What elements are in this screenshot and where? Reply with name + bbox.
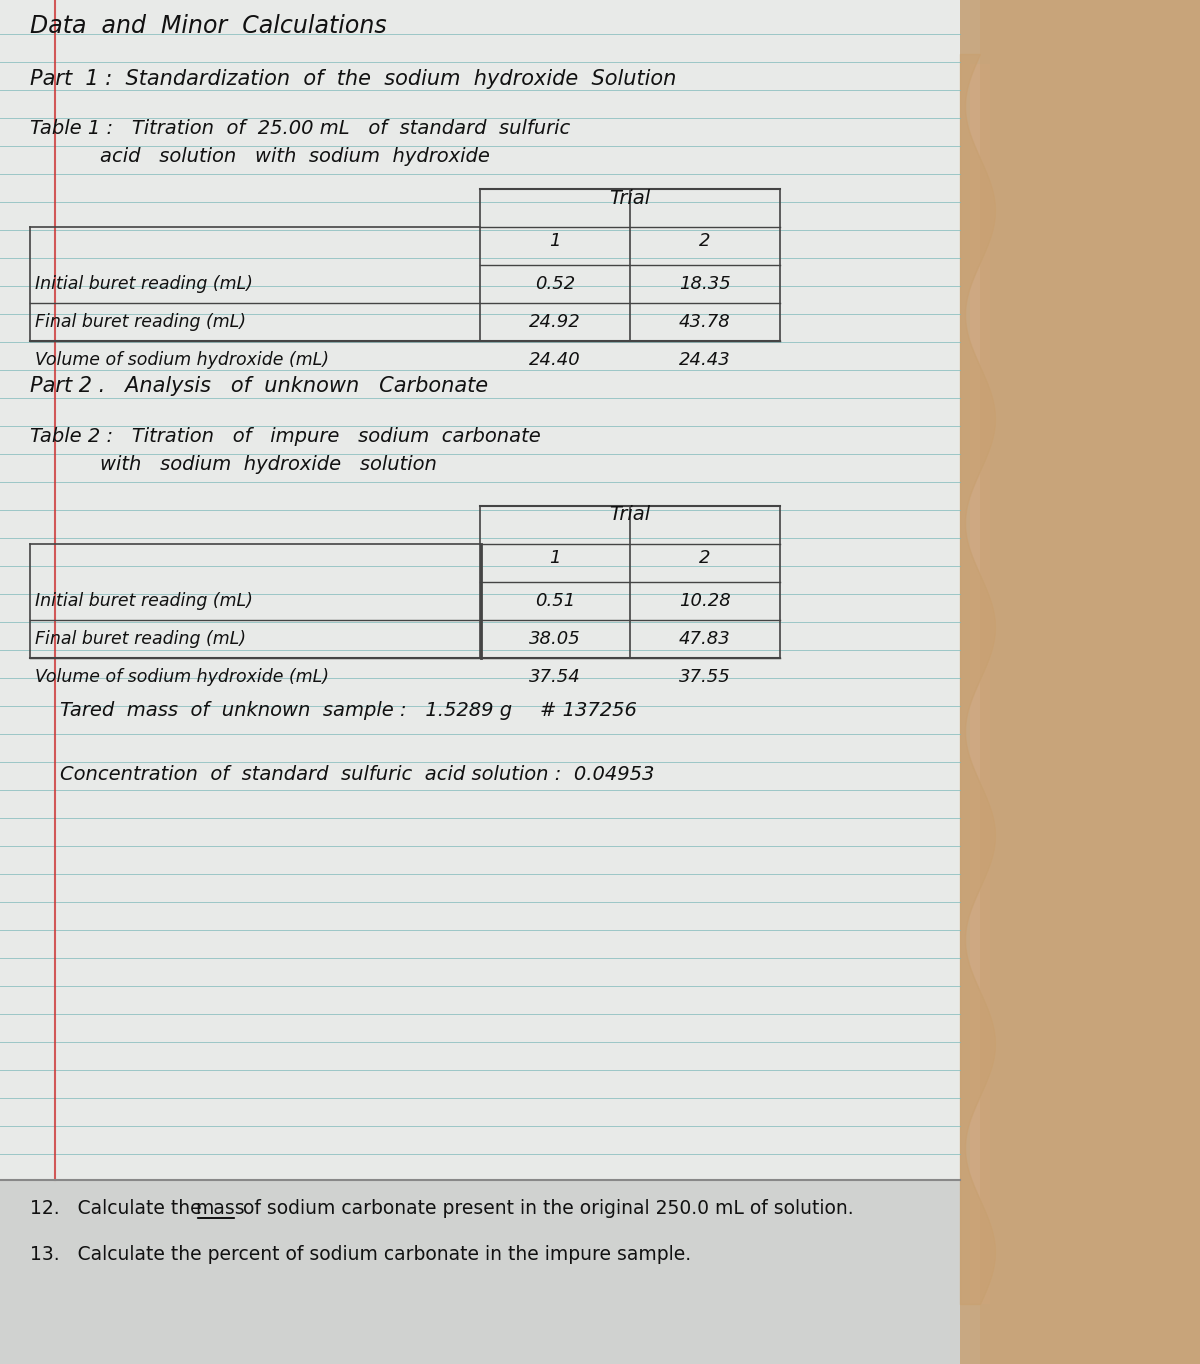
- Text: Final buret reading (mL): Final buret reading (mL): [35, 312, 246, 331]
- Text: Volume of sodium hydroxide (mL): Volume of sodium hydroxide (mL): [35, 351, 329, 370]
- FancyBboxPatch shape: [970, 64, 990, 1304]
- Text: Final buret reading (mL): Final buret reading (mL): [35, 630, 246, 648]
- Text: Initial buret reading (mL): Initial buret reading (mL): [35, 592, 253, 610]
- Text: Volume of sodium hydroxide (mL): Volume of sodium hydroxide (mL): [35, 668, 329, 686]
- Text: Initial buret reading (mL): Initial buret reading (mL): [35, 276, 253, 293]
- Text: Trial: Trial: [610, 506, 650, 525]
- Text: mass: mass: [194, 1199, 245, 1218]
- Text: 1: 1: [550, 232, 560, 250]
- Text: 43.78: 43.78: [679, 312, 731, 331]
- FancyBboxPatch shape: [0, 1180, 960, 1364]
- Text: 13.   Calculate the percent of sodium carbonate in the impure sample.: 13. Calculate the percent of sodium carb…: [30, 1244, 691, 1263]
- Text: of sodium carbonate present in the original 250.0 mL of solution.: of sodium carbonate present in the origi…: [238, 1199, 853, 1218]
- Text: Concentration  of  standard  sulfuric  acid solution :  0.04953: Concentration of standard sulfuric acid …: [60, 765, 654, 784]
- Text: Part  1 :  Standardization  of  the  sodium  hydroxide  Solution: Part 1 : Standardization of the sodium h…: [30, 70, 677, 89]
- Text: 0.51: 0.51: [535, 592, 575, 610]
- Text: 24.40: 24.40: [529, 351, 581, 370]
- Text: 1: 1: [550, 548, 560, 567]
- Text: 24.43: 24.43: [679, 351, 731, 370]
- Text: Data  and  Minor  Calculations: Data and Minor Calculations: [30, 14, 386, 38]
- Text: Table 1 :   Titration  of  25.00 mL   of  standard  sulfuric: Table 1 : Titration of 25.00 mL of stand…: [30, 120, 570, 139]
- Text: # 137256: # 137256: [540, 701, 637, 719]
- Text: 47.83: 47.83: [679, 630, 731, 648]
- Text: 2: 2: [700, 548, 710, 567]
- Text: acid   solution   with  sodium  hydroxide: acid solution with sodium hydroxide: [100, 147, 490, 166]
- Text: Table 2 :   Titration   of   impure   sodium  carbonate: Table 2 : Titration of impure sodium car…: [30, 427, 541, 446]
- Text: Part 2 .   Analysis   of  unknown   Carbonate: Part 2 . Analysis of unknown Carbonate: [30, 376, 488, 396]
- FancyBboxPatch shape: [0, 0, 960, 1180]
- Text: 37.54: 37.54: [529, 668, 581, 686]
- Text: 24.92: 24.92: [529, 312, 581, 331]
- Text: 18.35: 18.35: [679, 276, 731, 293]
- Text: 10.28: 10.28: [679, 592, 731, 610]
- FancyBboxPatch shape: [960, 0, 1200, 1364]
- FancyBboxPatch shape: [980, 0, 1200, 1364]
- Text: 38.05: 38.05: [529, 630, 581, 648]
- Text: 0.52: 0.52: [535, 276, 575, 293]
- Text: 2: 2: [700, 232, 710, 250]
- Text: 12.   Calculate the: 12. Calculate the: [30, 1199, 208, 1218]
- Text: Trial: Trial: [610, 188, 650, 207]
- Text: Tared  mass  of  unknown  sample :   1.5289 g: Tared mass of unknown sample : 1.5289 g: [60, 701, 512, 719]
- Text: with   sodium  hydroxide   solution: with sodium hydroxide solution: [100, 454, 437, 473]
- Text: 37.55: 37.55: [679, 668, 731, 686]
